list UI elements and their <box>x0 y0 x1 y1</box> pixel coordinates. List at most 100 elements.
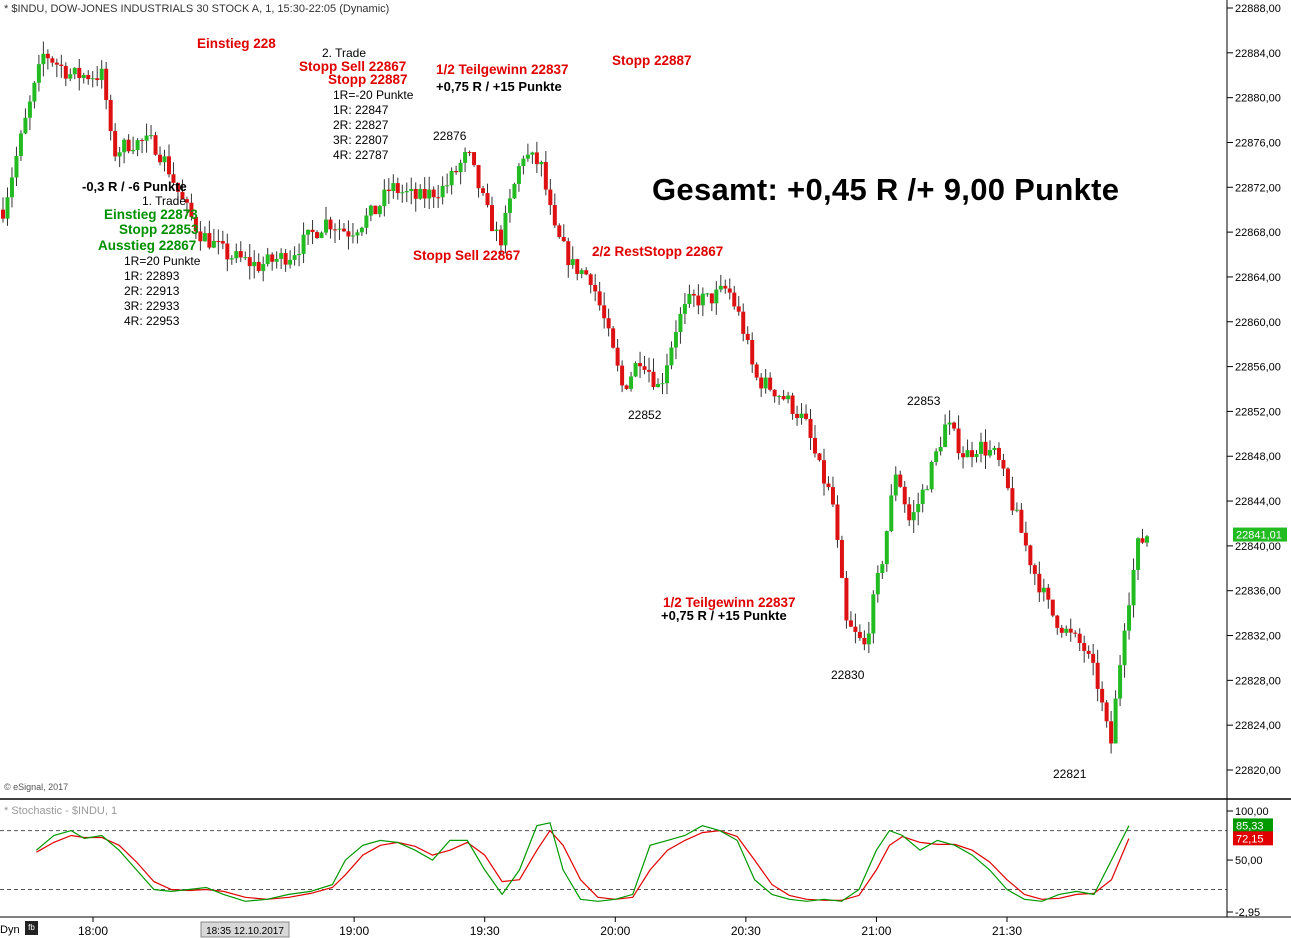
candle-up <box>27 101 32 118</box>
candle-up <box>18 133 23 156</box>
annotation-trade1-r4: 4R: 22953 <box>124 314 180 328</box>
candle-up <box>629 376 634 389</box>
price-tick-label: 22824,00 <box>1235 720 1281 732</box>
annotation-trade2-r1: 1R: 22847 <box>333 103 389 117</box>
candle-up <box>359 227 364 233</box>
candle-up <box>319 232 324 239</box>
price-tick-label: 22876,00 <box>1235 137 1281 149</box>
candle-up <box>660 383 665 385</box>
candle-up <box>292 255 297 260</box>
candle-down <box>620 365 625 386</box>
candle-up <box>507 198 512 213</box>
candle-up <box>449 170 454 186</box>
candle-up <box>279 253 284 259</box>
candle-up <box>324 219 329 233</box>
candle-up <box>1136 538 1141 570</box>
toolbar-icon[interactable]: fb <box>25 921 38 935</box>
candle-down <box>158 154 163 163</box>
candle-down <box>615 347 620 366</box>
candle-up <box>288 259 293 265</box>
candle-up <box>131 150 136 152</box>
stoch-d-label: 72,15 <box>1236 833 1264 845</box>
candle-down <box>1046 587 1051 600</box>
candle-down <box>804 413 809 419</box>
annotation-stopsell-mid: Stopp Sell 22867 <box>413 248 521 263</box>
candle-up <box>234 251 239 259</box>
candle-up <box>503 212 508 246</box>
candle-down <box>561 237 566 242</box>
copyright-label: © eSignal, 2017 <box>4 782 69 792</box>
candle-up <box>5 197 10 219</box>
candle-down <box>1005 468 1010 489</box>
candle-up <box>763 377 768 389</box>
candle-up <box>400 192 405 194</box>
candle-down <box>817 453 822 461</box>
candle-up <box>350 235 355 237</box>
candle-down <box>772 389 777 397</box>
candle-up <box>655 383 660 388</box>
candle-down <box>1086 650 1091 654</box>
price-tick-label: 22820,00 <box>1235 765 1281 777</box>
candle-up <box>943 424 948 447</box>
candle-up <box>987 450 992 456</box>
candle-down <box>745 333 750 340</box>
candle-down <box>238 251 243 258</box>
candle-down <box>1032 565 1037 574</box>
candle-down <box>216 240 221 242</box>
candle-down <box>575 259 580 274</box>
candle-down <box>1140 538 1145 543</box>
annotation-tp-top: 1/2 Teilgewinn 22837 <box>436 62 569 77</box>
candle-up <box>377 206 382 215</box>
candle-up <box>718 285 723 290</box>
time-tick-label: 20:00 <box>600 924 630 938</box>
candle-down <box>63 65 68 79</box>
candle-down <box>907 504 912 521</box>
candle-up <box>974 453 979 458</box>
candle-down <box>413 188 418 199</box>
candle-down <box>225 243 230 260</box>
candle-up <box>664 365 669 384</box>
label-22821: 22821 <box>1053 767 1087 781</box>
annotation-trade2-r0: 1R=-20 Punkte <box>333 88 414 102</box>
candle-down <box>983 441 988 456</box>
candle-up <box>1145 536 1149 543</box>
candle-up <box>243 257 248 259</box>
annotation-tp-top-result: +0,75 R / +15 Punkte <box>436 79 562 94</box>
candle-up <box>512 183 517 199</box>
candle-up <box>786 395 791 400</box>
candle-up <box>149 135 154 137</box>
label-22853: 22853 <box>907 394 941 408</box>
candle-down <box>902 486 907 505</box>
candle-down <box>153 135 158 155</box>
candle-up <box>117 152 122 157</box>
candle-down <box>332 229 337 231</box>
candle-down <box>597 291 602 306</box>
candle-up <box>884 531 889 565</box>
label-22876: 22876 <box>433 129 467 143</box>
candle-up <box>252 261 257 267</box>
candle-up <box>669 347 674 366</box>
candle-up <box>261 264 266 271</box>
candle-down <box>813 437 818 454</box>
candle-down <box>768 377 773 390</box>
candle-down <box>642 366 647 370</box>
candle-down <box>754 364 759 378</box>
candle-down <box>189 202 194 218</box>
candle-down <box>498 229 503 246</box>
candle-down <box>1010 488 1015 511</box>
candle-down <box>454 170 459 173</box>
candle-down <box>795 413 800 419</box>
candle-down <box>638 363 643 367</box>
candle-up <box>162 156 167 163</box>
candle-down <box>1077 633 1082 644</box>
price-tick-label: 22864,00 <box>1235 272 1281 284</box>
candle-down <box>844 577 849 621</box>
candle-down <box>1073 632 1078 634</box>
candle-down <box>821 460 826 484</box>
time-tick-label: 20:30 <box>731 924 761 938</box>
candle-down <box>175 182 180 192</box>
candle-down <box>140 140 145 142</box>
candle-down <box>651 371 656 388</box>
candle-down <box>86 74 91 80</box>
